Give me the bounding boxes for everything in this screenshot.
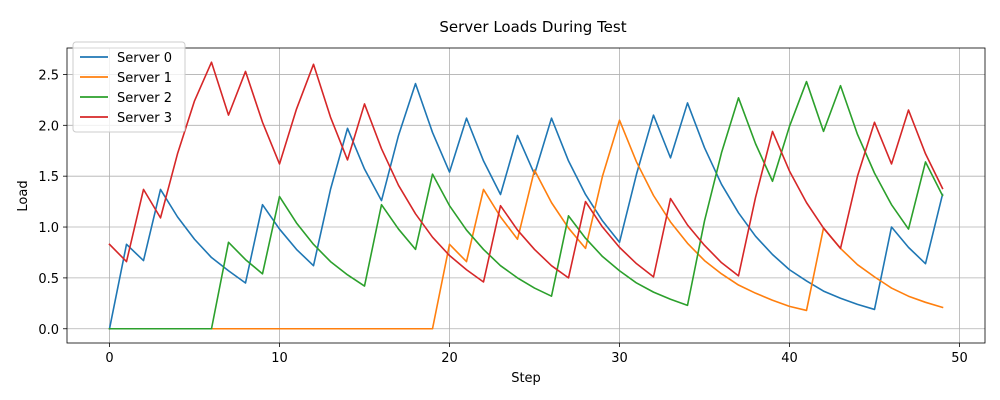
x-tick-label: 10	[271, 351, 288, 366]
y-tick-label: 2.0	[38, 119, 59, 134]
x-axis-ticks: 0 10 20 30 40 50	[105, 343, 968, 366]
plot-frame	[66, 47, 986, 344]
x-tick-label: 40	[781, 351, 798, 366]
series-line-server-2	[108, 80, 944, 330]
chart-title: Server Loads During Test	[439, 18, 626, 36]
y-tick-label: 2.5	[38, 68, 59, 83]
y-axis-ticks: 0.0 0.5 1.0 1.5 2.0 2.5	[38, 68, 67, 338]
x-axis-label: Step	[511, 371, 541, 386]
legend-box	[72, 41, 186, 133]
x-tick-label: 20	[441, 351, 458, 366]
legend-label-server-0: Server 0	[117, 51, 172, 66]
series-line-server-0	[108, 82, 944, 330]
series-line-server-1	[108, 119, 944, 330]
x-tick-label: 0	[105, 351, 113, 366]
x-tick-label: 50	[951, 351, 968, 366]
series-line-server-3	[108, 61, 944, 283]
y-axis-label: Load	[16, 180, 31, 211]
series-lines	[108, 61, 944, 330]
legend-label-server-2: Server 2	[117, 91, 172, 106]
legend-label-server-1: Server 1	[117, 71, 172, 86]
legend: Server 0 Server 1 Server 2 Server 3	[72, 41, 186, 133]
y-tick-label: 0.0	[38, 323, 59, 338]
legend-label-server-3: Server 3	[117, 111, 172, 126]
y-tick-label: 1.5	[38, 170, 59, 185]
x-tick-label: 30	[611, 351, 628, 366]
grid	[67, 48, 985, 343]
y-tick-label: 0.5	[38, 272, 59, 287]
y-tick-label: 1.0	[38, 221, 59, 236]
